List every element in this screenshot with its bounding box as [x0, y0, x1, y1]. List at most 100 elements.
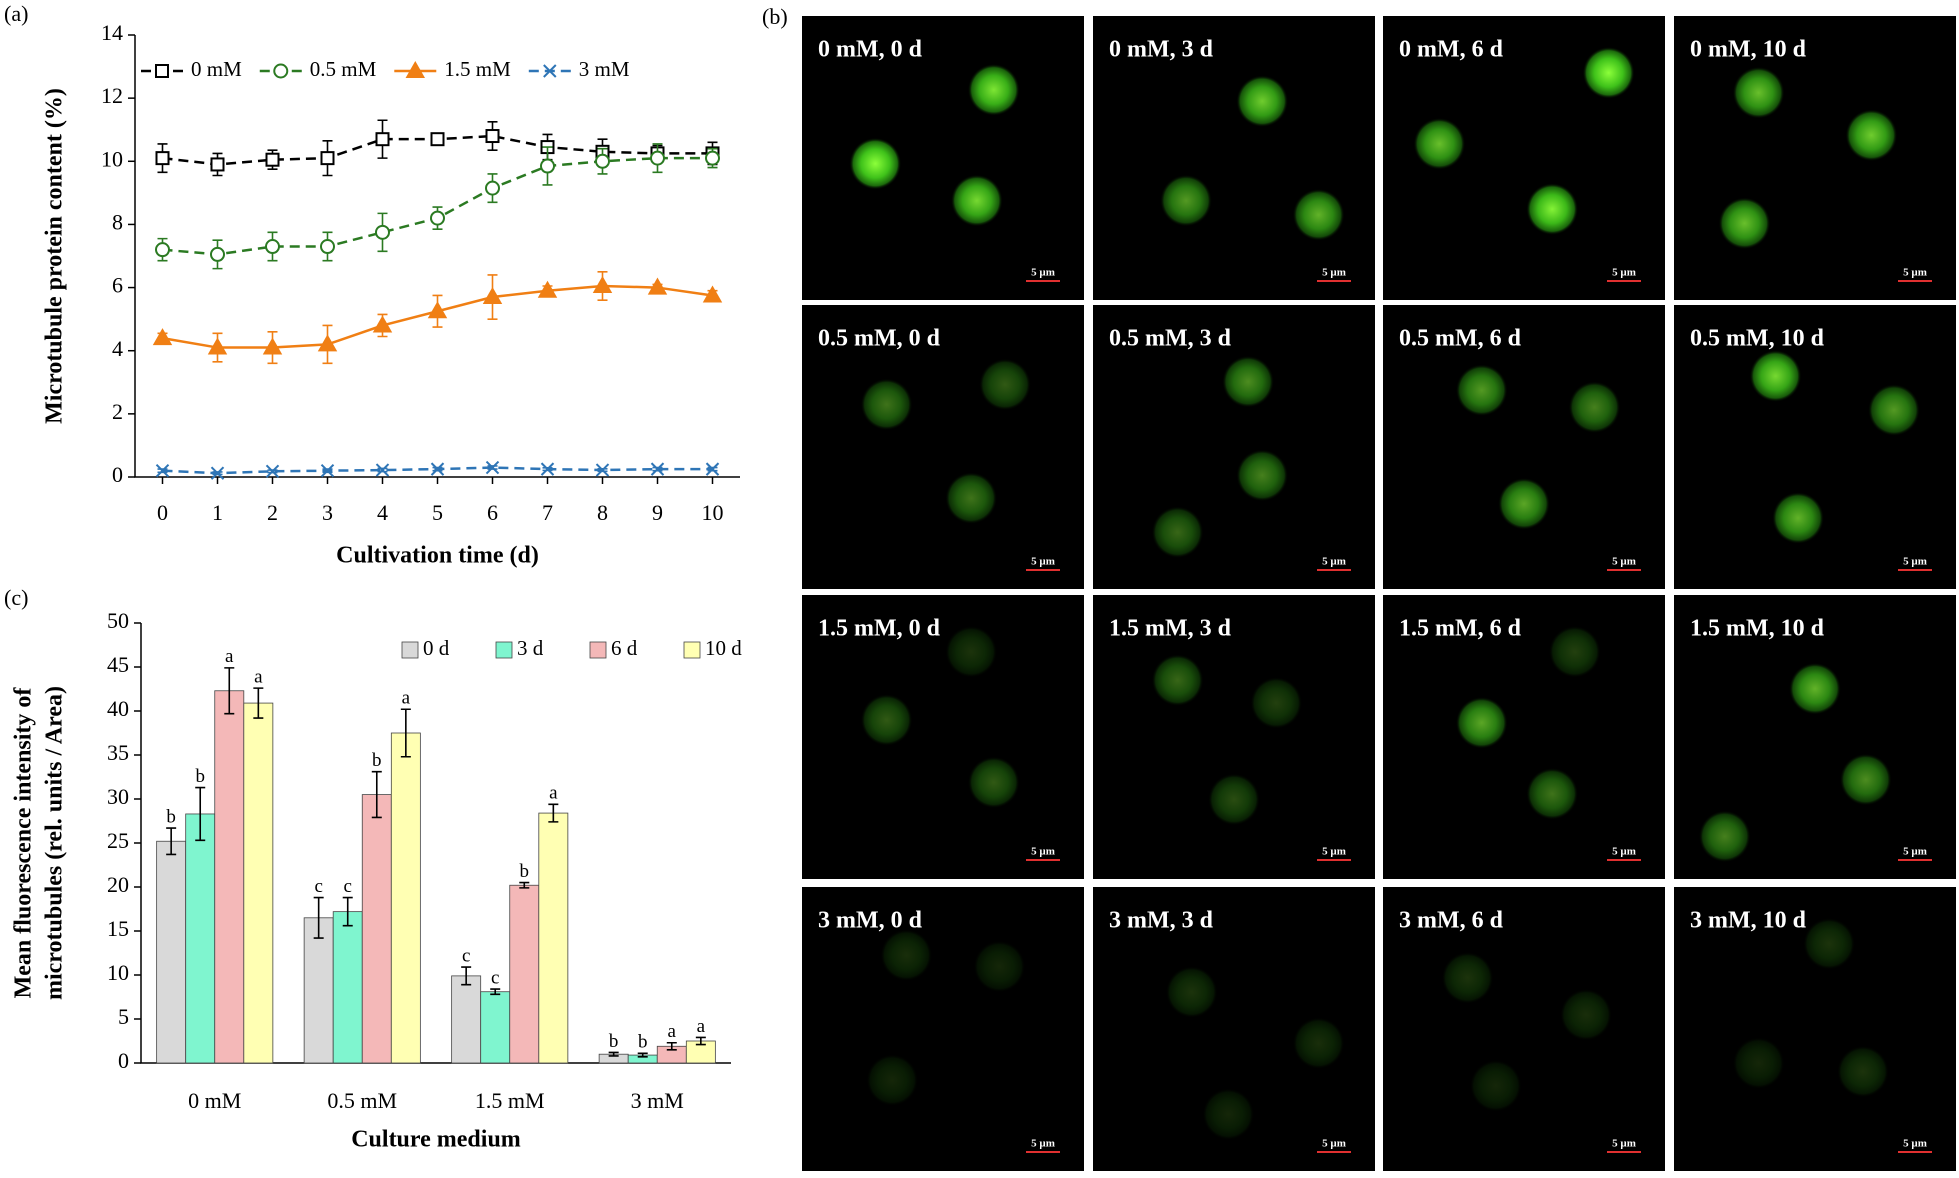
- bar: [509, 884, 540, 1064]
- significance-letter: a: [225, 646, 234, 667]
- legend-label: 6 d: [611, 636, 638, 660]
- error-bar: [461, 966, 472, 986]
- cell: [1845, 109, 1898, 162]
- cell: [1292, 1017, 1345, 1070]
- legend-marker: [273, 63, 289, 79]
- y-tick-label: 12: [101, 83, 123, 108]
- cell: [1548, 625, 1601, 678]
- y-tick-label: 2: [112, 399, 123, 424]
- cell: [1732, 1037, 1785, 1090]
- marker: [265, 152, 280, 167]
- x-tick-label: 8: [597, 500, 608, 525]
- x-tick-label: 6: [487, 500, 498, 525]
- micrograph-title: 0.5 mM, 6 d: [1399, 326, 1522, 352]
- micrograph-title: 1.5 mM, 6 d: [1399, 616, 1522, 642]
- micrograph: 3 mM, 10 d 5 µm: [1674, 887, 1956, 1171]
- significance-letter: c: [314, 876, 322, 897]
- micrograph-background: [1674, 305, 1956, 589]
- y-tick-label: 6: [112, 273, 123, 298]
- legend-label: 10 d: [705, 636, 742, 660]
- micrograph: 0 mM, 3 d 5 µm: [1093, 16, 1375, 300]
- cell: [849, 137, 902, 190]
- y-tick-label: 5: [118, 1004, 129, 1029]
- marker: [430, 132, 445, 147]
- x-tick-label: 7: [542, 500, 553, 525]
- x-tick-label: 0.5 mM: [327, 1088, 397, 1113]
- y-tick-label: 10: [101, 146, 123, 171]
- scale-bar-label: 5 µm: [1322, 556, 1346, 568]
- error-bar: [313, 896, 324, 939]
- x-tick-label: 0: [157, 500, 168, 525]
- cell: [1749, 350, 1802, 402]
- x-axis-title: Culture medium: [351, 1127, 521, 1153]
- y-tick-label: 4: [112, 336, 123, 361]
- y-tick-label: 25: [107, 828, 129, 853]
- error-bar: [695, 1036, 706, 1046]
- marker: [265, 464, 280, 479]
- bar: [451, 975, 482, 1064]
- significance-letter: a: [254, 666, 263, 687]
- error-bar: [253, 687, 264, 719]
- scale-bar-label: 5 µm: [1322, 846, 1346, 858]
- marker: [485, 129, 500, 144]
- scale-bar-label: 5 µm: [1322, 1138, 1346, 1150]
- cell: [945, 472, 998, 525]
- bar: [185, 813, 216, 1064]
- micrograph: 0.5 mM, 3 d 5 µm: [1093, 305, 1375, 589]
- legend-label: 3 d: [517, 636, 544, 660]
- x-tick-label: 5: [432, 500, 443, 525]
- marker: [650, 150, 665, 166]
- cell: [866, 1054, 919, 1107]
- legend-swatch: [683, 641, 701, 659]
- significance-letter: b: [520, 861, 530, 882]
- cell: [979, 358, 1032, 411]
- micrograph-background: [1674, 16, 1956, 300]
- marker: [207, 337, 228, 355]
- micrograph-title: 0.5 mM, 10 d: [1690, 326, 1825, 352]
- scale-bar-label: 5 µm: [1031, 267, 1055, 279]
- x-tick-label: 4: [377, 500, 388, 525]
- micrograph-background: [1383, 887, 1665, 1171]
- scale-bar-label: 5 µm: [1612, 846, 1636, 858]
- scale-bar-label: 5 µm: [1612, 267, 1636, 279]
- cell: [1560, 988, 1613, 1041]
- significance-letter: b: [372, 750, 382, 771]
- significance-letter: b: [195, 766, 205, 787]
- cell: [945, 625, 998, 678]
- marker: [320, 239, 335, 255]
- cell: [1582, 46, 1635, 99]
- cell: [1772, 492, 1825, 544]
- cell: [1413, 117, 1466, 170]
- significance-letter: a: [668, 1021, 677, 1042]
- cell: [1732, 66, 1785, 119]
- bar: [390, 732, 421, 1064]
- micrograph-title: 3 mM, 6 d: [1399, 908, 1504, 934]
- y-axis-title: Microtubule protein content (%): [42, 88, 68, 424]
- cell: [1568, 381, 1621, 434]
- error-bar: [195, 786, 206, 842]
- legend-label: 0.5 mM: [310, 57, 377, 81]
- error-bar: [637, 1052, 648, 1058]
- cell: [1455, 696, 1508, 749]
- micrograph: 0 mM, 0 d 5 µm: [802, 16, 1084, 300]
- marker: [430, 210, 445, 226]
- micrograph: 1.5 mM, 6 d 5 µm: [1383, 595, 1665, 879]
- cell: [1151, 654, 1204, 707]
- y-tick-label: 50: [107, 608, 129, 633]
- legend-label: 0 d: [423, 636, 450, 660]
- micrograph: 3 mM, 0 d 5 µm: [802, 887, 1084, 1171]
- micrograph-title: 1.5 mM, 0 d: [818, 616, 941, 642]
- marker: [540, 158, 555, 174]
- cell: [1526, 183, 1579, 236]
- micrograph: 0 mM, 6 d 5 µm: [1383, 16, 1665, 300]
- marker: [705, 150, 720, 166]
- legend-label: 3 mM: [579, 57, 630, 81]
- bar: [361, 794, 392, 1064]
- cell: [860, 378, 913, 431]
- marker: [320, 151, 335, 166]
- marker: [155, 463, 170, 478]
- cell: [1789, 662, 1841, 715]
- error-bar: [400, 708, 411, 758]
- cell: [1836, 1045, 1889, 1098]
